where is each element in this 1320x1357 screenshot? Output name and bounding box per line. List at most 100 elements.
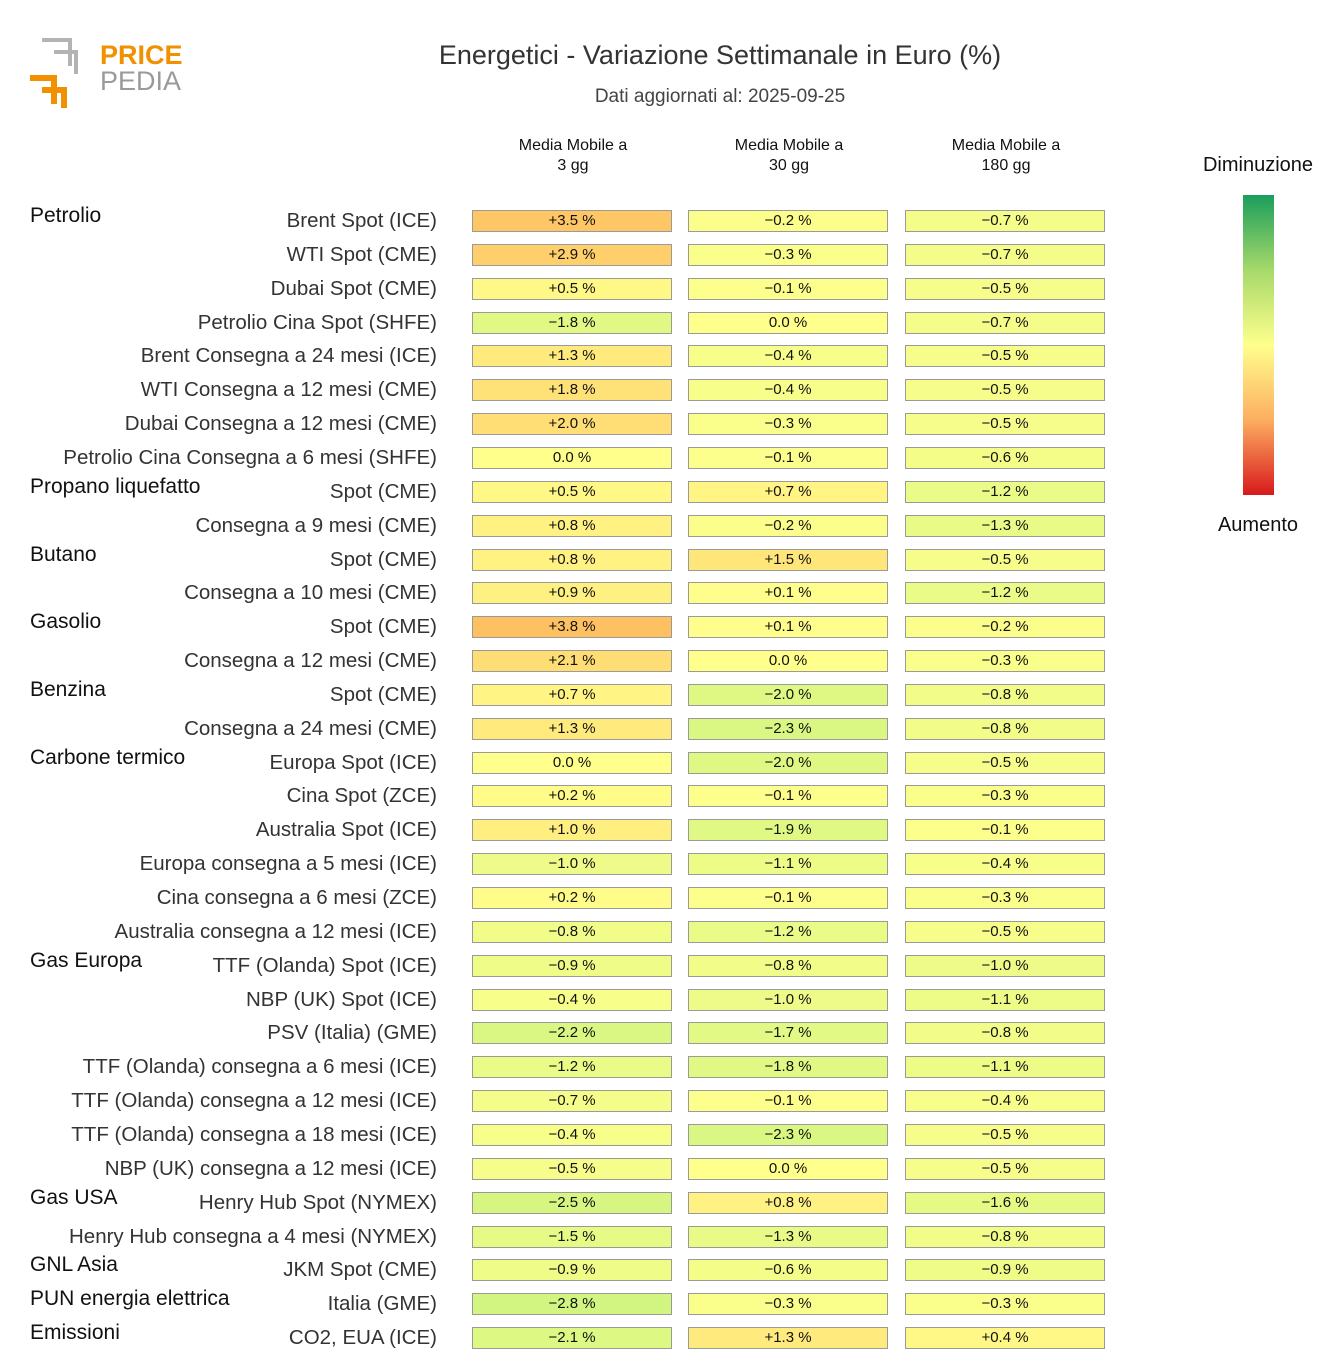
heatmap-cell: 0.0 % [472,446,672,469]
pricepedia-logo: PRICE PEDIA [30,38,183,108]
row-label: Australia consegna a 12 mesi (ICE) [114,919,437,943]
heatmap-cell: −0.5 % [905,345,1105,368]
row-label: WTI Spot (CME) [286,242,437,266]
heatmap-cell: −0.5 % [905,1157,1105,1180]
heatmap-cell: −1.1 % [905,1056,1105,1079]
chart-title: Energetici - Variazione Settimanale in E… [438,40,1002,70]
column-header: Media Mobile a 3 gg [518,137,628,174]
svg-text:PRICE: PRICE [100,40,183,70]
row-label: TTF (Olanda) Spot (ICE) [212,953,437,977]
heatmap-cell: −0.3 % [905,650,1105,673]
heatmap-cell: +0.7 % [472,683,672,706]
row-label: Dubai Spot (CME) [270,276,437,300]
heatmap-cell: −0.5 % [905,277,1105,300]
heatmap-cell: −0.4 % [688,379,888,402]
row-label: Australia Spot (ICE) [255,818,437,842]
group-label: Carbone termico [30,745,186,769]
group-label: Benzina [30,677,106,701]
heatmap-cell: −2.3 % [688,1123,888,1146]
heatmap-cell: −0.8 % [905,683,1105,706]
heatmap-cell: +2.0 % [472,413,672,436]
row-label: Petrolio Cina Consegna a 6 mesi (SHFE) [63,445,437,469]
row-label: Brent Spot (ICE) [286,209,437,232]
heatmap-cell: −0.5 % [905,548,1105,571]
heatmap-cell: +0.8 % [472,548,672,571]
heatmap-cell: −1.7 % [688,1022,888,1045]
heatmap-cell: −1.8 % [472,311,672,334]
heatmap-cell: +0.4 % [905,1327,1105,1350]
heatmap-cell: −0.3 % [905,887,1105,909]
group-label: Gasolio [30,610,102,634]
heatmap-cell: −0.4 % [472,988,672,1011]
heatmap-cell: −2.0 % [688,683,888,706]
heatmap-cell: −1.3 % [688,1225,888,1248]
row-label: Spot (CME) [329,682,437,706]
heatmap-cell: −0.2 % [688,210,888,232]
row-label: CO2, EUA (ICE) [288,1326,437,1350]
heatmap-cell: −0.1 % [688,277,888,300]
heatmap-cell: −0.5 % [905,920,1105,943]
row-label: TTF (Olanda) consegna a 6 mesi (ICE) [82,1055,437,1079]
row-label: Henry Hub Spot (NYMEX) [198,1190,437,1214]
heatmap-cell: +0.8 % [688,1191,888,1214]
heatmap-cell: −0.1 % [688,887,888,909]
row-label: Cina Spot (ZCE) [286,784,437,808]
heatmap-cell: −0.4 % [688,345,888,368]
row-label: Spot (CME) [329,615,437,639]
row-label: Cina consegna a 6 mesi (ZCE) [156,886,437,909]
heatmap-cell: −1.5 % [472,1225,672,1248]
heatmap-cell: −0.7 % [905,243,1105,266]
heatmap-cell: −0.1 % [688,785,888,808]
heatmap-cell: +1.8 % [472,379,672,402]
group-label: GNL Asia [30,1253,118,1277]
row-label: Consegna a 12 mesi (CME) [184,649,437,673]
heatmap-cell: −2.2 % [472,1022,672,1045]
heatmap-cell: −2.3 % [688,717,888,740]
row-label: TTF (Olanda) consegna a 18 mesi (ICE) [71,1122,437,1146]
heatmap-cell: −0.3 % [688,243,888,266]
heatmap-cell: −0.9 % [905,1259,1105,1282]
heatmap-cell: +0.8 % [472,514,672,537]
row-label: WTI Consegna a 12 mesi (CME) [140,378,437,402]
group-label: Gas USA [30,1185,118,1209]
heatmap-cell: −0.5 % [905,751,1105,774]
legend-color-scale [1243,195,1274,495]
row-label: Brent Consegna a 24 mesi (ICE) [140,344,437,368]
heatmap-cell: −0.2 % [905,616,1105,639]
row-label: Consegna a 10 mesi (CME) [184,581,437,605]
heatmap-cell: +1.3 % [472,345,672,368]
row-label: NBP (UK) consegna a 12 mesi (ICE) [104,1156,437,1180]
heatmap-cell: +0.2 % [472,785,672,808]
heatmap-cell: +1.5 % [688,548,888,571]
heatmap-cell: −0.4 % [905,1090,1105,1113]
group-label: Propano liquefatto [30,474,201,498]
group-label: Emissioni [30,1321,120,1345]
row-label: TTF (Olanda) consegna a 12 mesi (ICE) [71,1089,437,1113]
heatmap-cell: +1.3 % [472,717,672,740]
heatmap-cell: +0.1 % [688,582,888,605]
heatmap-cell: −0.7 % [905,210,1105,232]
heatmap-cell: −0.3 % [905,785,1105,808]
heatmap-cell: −2.1 % [472,1327,672,1350]
heatmap-cell: −0.9 % [472,1259,672,1282]
heatmap-cell: −0.7 % [905,311,1105,334]
heatmap-cell: 0.0 % [688,650,888,673]
heatmap-cell: −1.1 % [688,853,888,876]
legend-top-label: Diminuzione [1202,154,1314,176]
row-label: Consegna a 24 mesi (CME) [184,716,437,740]
heatmap-cell: −0.5 % [472,1157,672,1180]
heatmap-cell: −0.3 % [688,413,888,436]
heatmap-cell: +0.9 % [472,582,672,605]
heatmap-cell: +0.5 % [472,480,672,503]
heatmap-cell: −0.8 % [905,1225,1105,1248]
heatmap-cell: +0.1 % [688,616,888,639]
heatmap-cell: +3.5 % [472,210,672,232]
heatmap-cell: −1.9 % [688,819,888,842]
heatmap-cell: −0.8 % [688,954,888,977]
heatmap-cell: −0.2 % [688,514,888,537]
heatmap-cell: +1.3 % [688,1327,888,1350]
group-label: PUN energia elettrica [30,1287,230,1311]
row-label: Europa Spot (ICE) [269,750,438,774]
row-label: Spot (CME) [329,479,437,503]
heatmap-cell: −1.2 % [905,480,1105,503]
